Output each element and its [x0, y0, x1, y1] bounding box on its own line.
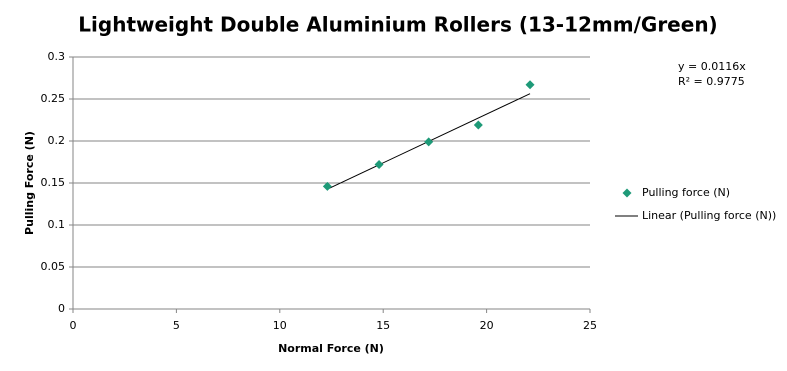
- point: [424, 137, 434, 147]
- x-axis-title: Normal Force (N): [278, 342, 384, 355]
- legend-marker: [622, 188, 632, 198]
- y-tick-label: 0.05: [41, 260, 66, 273]
- point: [525, 80, 535, 90]
- x-tick-label: 10: [273, 319, 287, 332]
- y-tick-label: 0.1: [48, 218, 66, 231]
- legend-label: Linear (Pulling force (N)): [642, 209, 776, 222]
- x-tick-label: 0: [70, 319, 77, 332]
- legend-label: Pulling force (N): [642, 186, 730, 199]
- x-tick-label: 15: [376, 319, 390, 332]
- y-tick-label: 0: [58, 302, 65, 315]
- point: [374, 160, 384, 170]
- y-tick-label: 0.15: [41, 176, 66, 189]
- y-tick-label: 0.25: [41, 92, 66, 105]
- trend-r-squared: R² = 0.9775: [678, 75, 745, 88]
- x-tick-label: 5: [173, 319, 180, 332]
- y-tick-label: 0.2: [48, 134, 66, 147]
- y-axis-title: Pulling Force (N): [23, 131, 36, 235]
- trend-equation: y = 0.0116x: [678, 60, 746, 73]
- y-tick-label: 0.3: [48, 50, 66, 63]
- chart-title: Lightweight Double Aluminium Rollers (13…: [78, 13, 717, 37]
- point: [322, 181, 332, 191]
- point: [473, 120, 483, 130]
- x-tick-label: 25: [583, 319, 597, 332]
- x-tick-label: 20: [480, 319, 494, 332]
